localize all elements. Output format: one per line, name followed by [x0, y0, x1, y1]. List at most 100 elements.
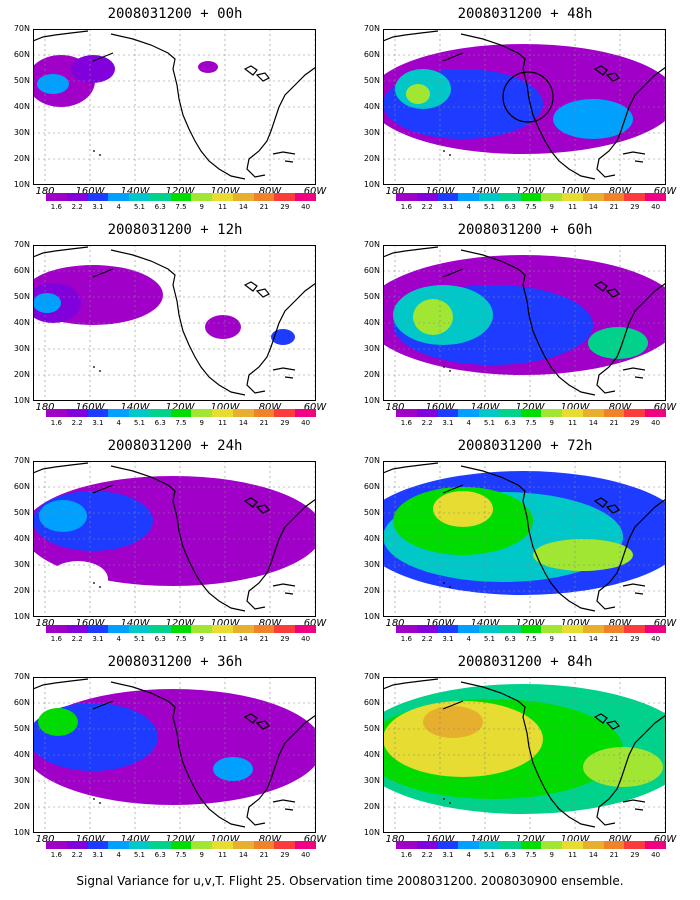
lon-tick-label: 100W	[560, 402, 590, 413]
colorbar-label: 4	[466, 851, 471, 859]
colorbar-swatch	[541, 625, 563, 633]
colorbar-swatch	[479, 409, 500, 417]
variance-region	[413, 299, 453, 335]
lat-tick-label: 40N	[13, 534, 30, 543]
variance-region	[48, 561, 108, 597]
colorbar-swatch	[149, 409, 171, 417]
colorbar-label: 21	[609, 203, 619, 211]
figure-caption: Signal Variance for u,v,T. Flight 25. Ob…	[76, 874, 624, 888]
colorbar-swatch	[191, 409, 213, 417]
lat-tick-label: 60N	[363, 266, 380, 275]
lat-tick-label: 10N	[363, 180, 380, 189]
coastline	[460, 249, 596, 396]
coastline	[383, 462, 464, 494]
panel-title: 2008031200 + 24h	[107, 438, 243, 454]
colorbar-swatch	[499, 409, 521, 417]
panel-title: 2008031200 + 84h	[457, 654, 593, 670]
colorbar	[46, 625, 316, 633]
coastline	[593, 497, 620, 514]
colorbar-swatch	[232, 193, 254, 201]
coastline	[593, 713, 620, 730]
colorbar-label: 21	[259, 851, 269, 859]
panel-grid: 2008031200 + 00h 70N 60N 50N 40N 30N 20N 10N 180…	[13, 6, 700, 861]
colorbar-swatch	[645, 841, 666, 849]
lat-tick-label: 70N	[363, 456, 380, 465]
colorbar-swatch	[520, 193, 542, 201]
colorbar-label: 6.3	[154, 203, 166, 211]
colorbar-label: 40	[301, 635, 311, 643]
colorbar-labels: 1.6 2.2 3.1 4 5.1 6.3 7.5 9 11 14 21 29 40	[46, 851, 316, 861]
lat-tick-label: 50N	[363, 508, 380, 517]
lat-tick-label: 10N	[13, 828, 30, 837]
variance-contours	[33, 265, 295, 345]
colorbar-label: 6.3	[154, 419, 166, 427]
lon-tick-label: 120W	[515, 402, 545, 413]
variance-region	[33, 293, 61, 313]
colorbar-label: 40	[301, 419, 311, 427]
coastline	[243, 497, 270, 514]
colorbar-label: 4	[116, 203, 121, 211]
colorbar-label: 11	[218, 203, 227, 211]
colorbar-label: 3.1	[92, 635, 104, 643]
colorbar-label: 40	[651, 419, 661, 427]
lon-tick-label: 100W	[560, 618, 590, 629]
coastline	[593, 65, 620, 82]
lat-tick-label: 20N	[13, 370, 30, 379]
colorbar-label: 5.1	[133, 851, 146, 859]
panel-title: 2008031200 + 72h	[457, 438, 593, 454]
lat-tick-label: 20N	[363, 802, 380, 811]
lon-tick-label: 160W	[75, 618, 105, 629]
coastline	[110, 465, 246, 612]
colorbar-label: 1.6	[50, 851, 62, 859]
lon-tick-label: 60W	[303, 618, 327, 629]
lon-tick-label: 140W	[470, 186, 500, 197]
colorbar-swatch	[437, 841, 459, 849]
lon-tick-label: 60W	[653, 834, 677, 845]
colorbar-label: 7.5	[175, 419, 187, 427]
lon-tick-label: 160W	[75, 834, 105, 845]
colorbar-label: 1.6	[400, 851, 412, 859]
lon-tick-label: 140W	[470, 834, 500, 845]
coastline	[93, 582, 296, 595]
colorbar-swatch	[541, 841, 563, 849]
colorbar-label: 9	[199, 851, 204, 859]
colorbar-label: 11	[218, 851, 227, 859]
colorbar-swatch	[170, 625, 192, 633]
colorbar-label: 1.6	[50, 203, 62, 211]
lat-tick-label: 20N	[13, 154, 30, 163]
colorbar-swatch	[603, 193, 625, 201]
lon-tick-label: 180	[385, 402, 405, 413]
lon-tick-label: 80W	[258, 618, 282, 629]
colorbar-label: 5.1	[133, 419, 146, 427]
variance-region	[583, 747, 663, 787]
colorbar-label: 9	[549, 203, 554, 211]
colorbar-label: 21	[609, 851, 619, 859]
variance-map	[33, 245, 316, 401]
lat-tick-label: 20N	[13, 586, 30, 595]
colorbar-swatch	[212, 193, 233, 201]
colorbar-swatch	[66, 841, 88, 849]
lat-tick-label: 60N	[13, 698, 30, 707]
colorbar-label: 4	[466, 203, 471, 211]
lat-tick-label: 30N	[363, 128, 380, 137]
colorbar-label: 14	[588, 635, 598, 643]
lon-tick-label: 120W	[165, 402, 195, 413]
colorbar-label: 1.6	[50, 419, 62, 427]
colorbar-label: 29	[630, 419, 640, 427]
map-frame	[33, 677, 316, 833]
coastline	[246, 66, 316, 178]
lon-tick-label: 140W	[120, 618, 150, 629]
coastline	[110, 249, 246, 396]
colorbar-label: 5.1	[483, 635, 496, 643]
colorbar-label: 3.1	[92, 203, 104, 211]
lat-tick-label: 60N	[363, 50, 380, 59]
lon-tick-label: 180	[35, 618, 55, 629]
colorbar-swatch	[66, 193, 88, 201]
colorbar-swatch	[416, 193, 438, 201]
colorbar-swatch	[295, 193, 316, 201]
colorbar-swatch	[87, 409, 109, 417]
colorbar-swatch	[149, 625, 171, 633]
colorbar-swatch	[87, 841, 109, 849]
map-panel: 2008031200 + 60h 70N 60N 50N 40N 30N 20N 10N 180…	[350, 216, 700, 432]
colorbar-swatch	[479, 625, 500, 633]
